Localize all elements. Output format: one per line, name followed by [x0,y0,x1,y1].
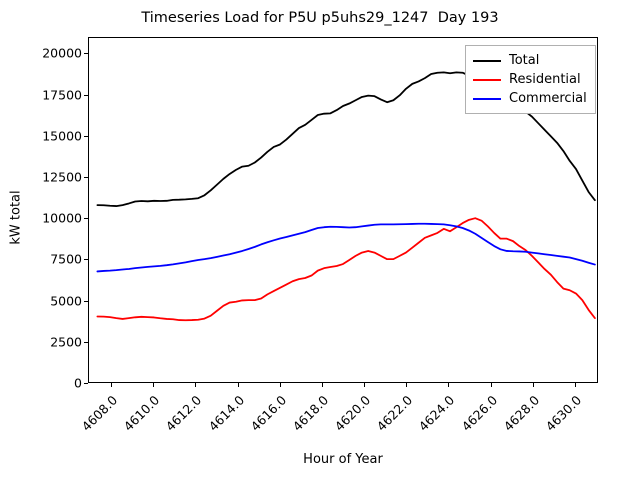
y-tick-mark [84,94,88,96]
y-axis-tick-labels: 0 2500 5000 7500 10000 12500 15000 17500 20000 [0,0,82,480]
chart-title: Timeseries Load for P5U p5uhs29_1247 Day… [141,10,499,26]
legend-item-total[interactable]: Total [473,51,587,70]
y-tick-mark [84,177,88,179]
x-tick-mark [406,383,408,387]
y-tick-label: 10000 [42,210,82,226]
y-tick-label: 17500 [42,87,82,103]
x-tick-mark [279,383,281,387]
x-tick-mark [574,383,576,387]
x-tick-mark [195,383,197,387]
x-tick-mark [532,383,534,387]
legend-swatch-residential [473,78,501,81]
series-line-commercial [96,222,596,273]
y-tick-mark [84,259,88,261]
y-tick-mark [84,383,88,384]
x-tick-mark [364,383,366,387]
y-tick-label: 0 [74,375,82,391]
y-tick-label: 20000 [42,45,82,61]
y-tick-mark [84,53,88,55]
x-tick-mark [321,383,323,387]
legend-label: Commercial [509,91,587,106]
y-tick-label: 5000 [50,293,82,309]
y-tick-label: 12500 [42,169,82,185]
y-tick-mark [84,341,88,343]
y-tick-mark [84,300,88,302]
legend-item-commercial[interactable]: Commercial [473,89,587,108]
y-tick-label: 15000 [42,128,82,144]
series-line-residential [96,217,596,322]
legend-swatch-commercial [473,97,501,100]
legend: Total Residential Commercial [465,45,596,114]
x-tick-mark [237,383,239,387]
legend-swatch-total [473,59,501,62]
x-tick-mark [153,383,155,387]
y-tick-label: 7500 [50,251,82,267]
legend-item-residential[interactable]: Residential [473,70,587,89]
legend-label: Residential [509,72,581,87]
y-tick-mark [84,218,88,220]
x-axis-label: Hour of Year [303,452,383,467]
legend-label: Total [509,53,540,68]
y-tick-mark [84,135,88,137]
y-axis-label: kW total [8,190,24,245]
x-tick-mark [448,383,450,387]
x-tick-mark [111,383,113,387]
y-tick-label: 2500 [50,334,82,350]
x-tick-mark [490,383,492,387]
